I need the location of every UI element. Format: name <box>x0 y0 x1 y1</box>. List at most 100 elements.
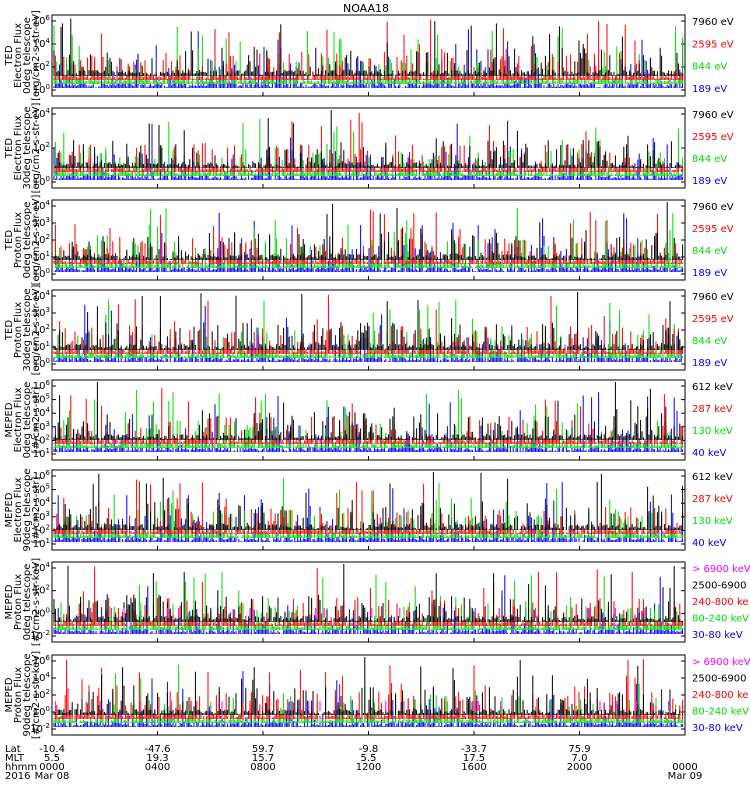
y-tick-label: 101 <box>33 537 50 550</box>
y-tick-label: 106 <box>33 379 51 392</box>
trace-2595-ev <box>53 112 684 172</box>
y-axis-label: 90deg telescope <box>22 653 33 736</box>
x-row-label: hhmm <box>5 762 37 773</box>
trace-30-80-kev <box>53 671 684 727</box>
y-axis-label: Proton Flux <box>13 574 24 630</box>
x-tick-label: 17.5 <box>463 753 485 764</box>
y-tick-label: 10-2 <box>30 629 50 642</box>
y-axis-label: Proton Flux <box>13 212 24 268</box>
legend-entry: 240-800 ke <box>692 690 749 701</box>
legend-entry: 7960 eV <box>692 17 734 28</box>
y-tick-label: 104 <box>33 37 51 50</box>
y-tick-label: 104 <box>33 406 51 419</box>
y-tick-label: 104 <box>33 496 51 509</box>
legend-entry: 2595 eV <box>692 39 734 50</box>
y-axis-label: TED <box>4 138 15 159</box>
y-axis-label: 30deg telescope <box>22 106 33 189</box>
y-axis-label: 90deg telescope <box>22 468 33 551</box>
x-tick-label: -33.7 <box>461 744 487 755</box>
y-tick-label: 106 <box>33 654 51 667</box>
y-axis-label: 0deg telescope <box>22 17 33 94</box>
x-tick-label: -47.6 <box>145 744 171 755</box>
legend-entry: 612 keV <box>692 382 733 393</box>
y-tick-label: 100 <box>33 175 50 188</box>
legend-entry: 40 keV <box>692 538 726 549</box>
x-tick-label: -10.4 <box>39 744 65 755</box>
x-tick-label: 0000 <box>672 762 697 773</box>
trace-2595-ev <box>53 294 684 354</box>
trace-287-kev <box>53 388 684 444</box>
y-axis-label: 30deg telescope <box>22 288 33 371</box>
y-tick-label: 104 <box>33 199 51 212</box>
y-axis-label: [erg/cm2-s-str-eV] <box>31 284 42 375</box>
legend-entry: 40 keV <box>692 448 726 459</box>
y-tick-label: 105 <box>33 393 50 406</box>
y-tick-label: 100 <box>33 606 50 619</box>
y-tick-label: 103 <box>33 216 50 229</box>
x-tick-label: Mar 08 <box>35 771 70 782</box>
legend-entry: 7960 eV <box>692 202 734 213</box>
legend-entry: 30-80 keV <box>692 630 743 641</box>
trace-7960-ev <box>53 292 684 350</box>
legend-entry: 7960 eV <box>692 292 734 303</box>
x-tick-label: 0400 <box>145 762 170 773</box>
x-tick-label: 0000 <box>39 762 64 773</box>
y-tick-label: 103 <box>33 306 50 319</box>
legend-entry: 2500-6900 <box>692 674 747 685</box>
y-tick-label: 104 <box>33 561 51 574</box>
y-axis-label: 0deg telescope <box>22 202 33 279</box>
legend-entry: 189 eV <box>692 84 727 95</box>
legend-entry: 2595 eV <box>692 314 734 325</box>
y-tick-label: 103 <box>33 510 50 523</box>
trace-7960-ev <box>53 110 684 168</box>
y-axis-label: 0deg telescope <box>22 382 33 459</box>
trace-2500-6900 <box>53 657 684 715</box>
y-axis-label: [erg/cm2-s-str-eV] <box>31 102 42 193</box>
x-tick-label: 5.5 <box>361 753 377 764</box>
y-tick-label: 102 <box>33 688 50 701</box>
x-tick-label: 0800 <box>250 762 275 773</box>
x-tick-label: 19.3 <box>146 753 168 764</box>
trace-7960-ev <box>53 202 684 260</box>
y-tick-label: 104 <box>33 289 51 302</box>
y-tick-label: 105 <box>33 483 50 496</box>
legend-entry: > 6900 keV <box>692 564 750 575</box>
y-axis-label: 0deg telescope <box>22 564 33 641</box>
y-axis-label: TED <box>4 45 15 66</box>
figure-title: NOAA18 <box>343 2 389 15</box>
y-axis-label: Electron Flux <box>13 23 24 88</box>
legend-entry: 80-240 keV <box>692 614 749 625</box>
legend-entry: > 6900 keV <box>692 657 750 668</box>
trace-240-800-ke <box>53 659 684 719</box>
y-axis-label: Electron Flux <box>13 115 24 180</box>
legend-entry: 2500-6900 <box>692 581 747 592</box>
x-tick-label: 15.7 <box>252 753 274 764</box>
trace-612-kev <box>53 382 684 440</box>
y-tick-label: 101 <box>33 250 50 263</box>
y-tick-label: 100 <box>33 83 50 96</box>
y-tick-label: 10-2 <box>30 722 50 735</box>
y-tick-label: 103 <box>33 420 50 433</box>
legend-entry: 80-240 keV <box>692 707 749 718</box>
y-tick-label: 100 <box>33 705 50 718</box>
y-axis-label: [erg/cm2-s-str-eV] <box>31 194 42 285</box>
y-axis-label: Electron Flux <box>13 387 24 452</box>
trace--6900-kev <box>89 608 646 618</box>
legend-entry: 240-800 ke <box>692 597 749 608</box>
y-axis-label: Proton Flux <box>13 667 24 723</box>
legend-entry: 30-80 keV <box>692 723 743 734</box>
legend-entry: 2595 eV <box>692 132 734 143</box>
x-row-label: 2016 <box>5 771 30 782</box>
x-tick-label: Mar 09 <box>668 771 703 782</box>
x-tick-label: 59.7 <box>252 744 274 755</box>
legend-entry: 2595 eV <box>692 224 734 235</box>
y-tick-label: 104 <box>33 107 51 120</box>
legend-entry: 189 eV <box>692 358 727 369</box>
legend-entry: 287 keV <box>692 494 733 505</box>
y-axis-label: TED <box>4 230 15 251</box>
